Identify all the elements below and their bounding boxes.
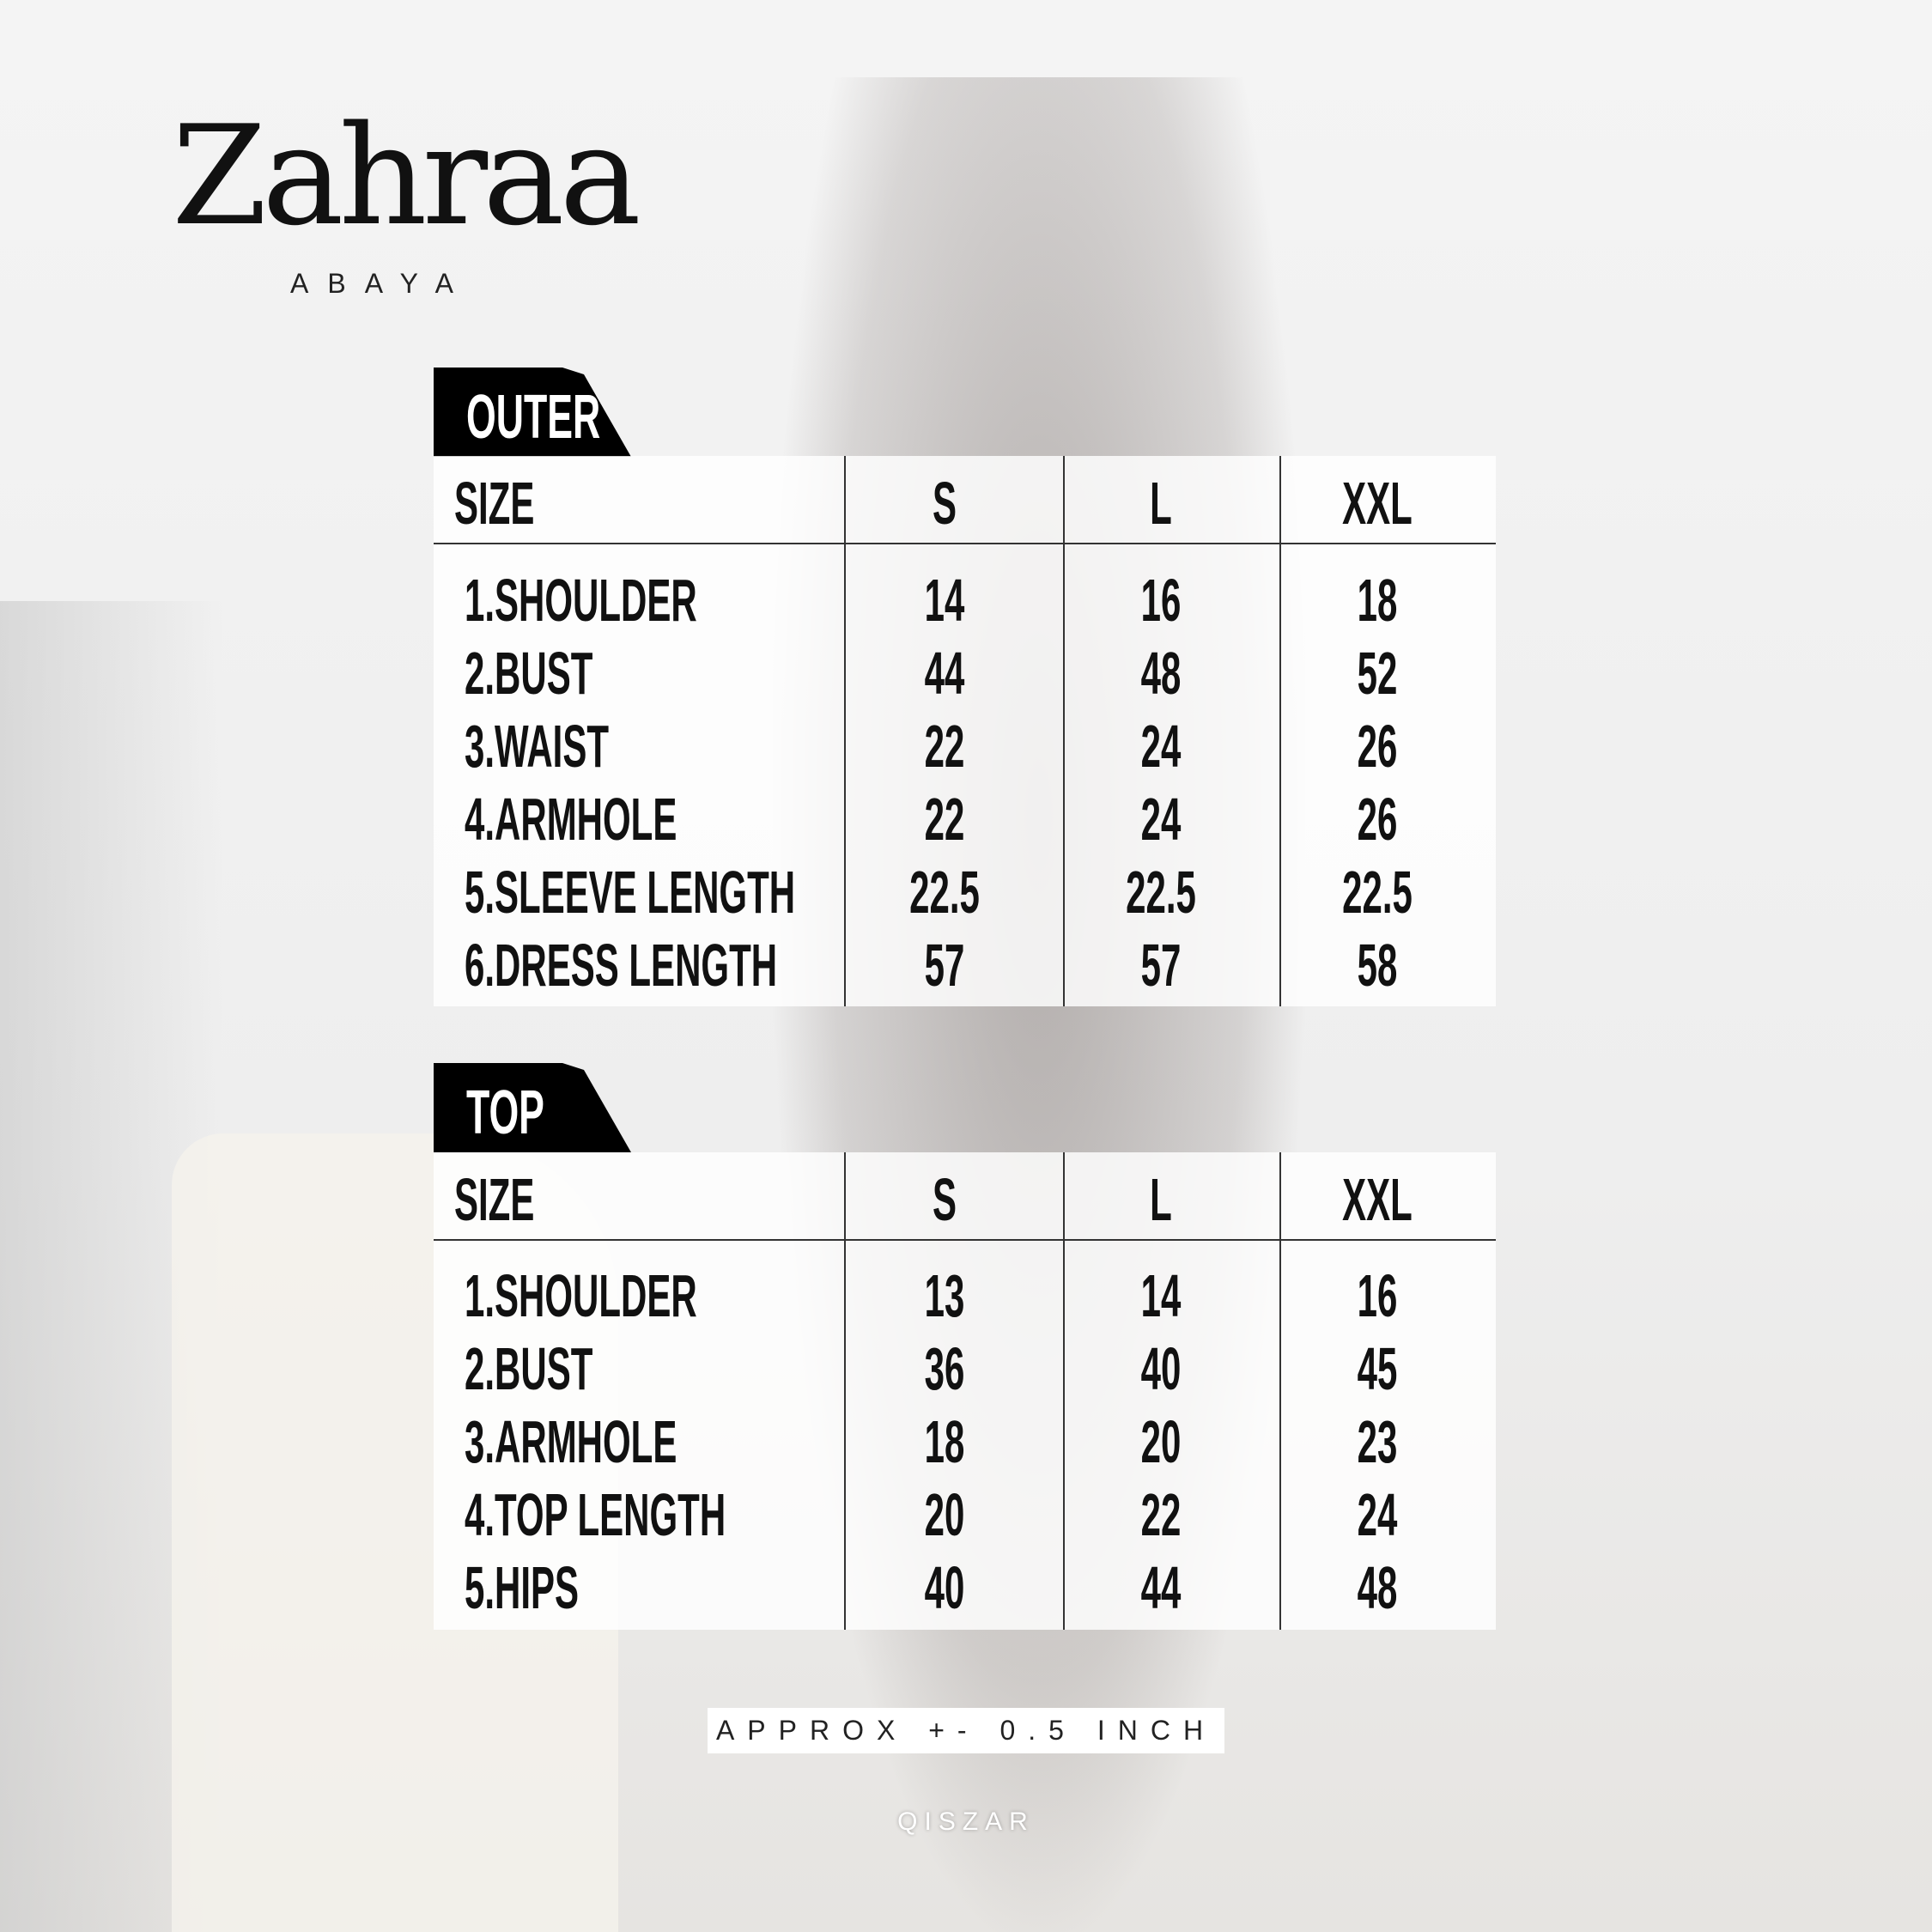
- measurement-value: 40: [924, 1554, 965, 1621]
- header-cell: XXL: [1342, 470, 1413, 537]
- measurement-label: 4.TOP LENGTH: [465, 1481, 726, 1548]
- measurement-value: 22: [924, 786, 965, 853]
- measurement-value: 36: [924, 1335, 965, 1402]
- measurement-value: 22: [1140, 1481, 1182, 1548]
- header-cell: SIZE: [454, 470, 535, 537]
- section-tab: OUTER: [434, 368, 631, 457]
- measurement-value: 26: [1357, 786, 1398, 853]
- measurement-value: 14: [924, 567, 965, 634]
- measurement-label: 5.SLEEVE LENGTH: [465, 859, 796, 926]
- header-cell: S: [932, 1166, 957, 1233]
- measurement-label: 2.BUST: [465, 640, 593, 707]
- measurement-value: 22.5: [1126, 859, 1196, 926]
- size-table: SIZE S L XXL 1.SHOULDER 14 16 18 2.BUST 44 48 52 3.W…: [434, 456, 1496, 1006]
- measurement-label: 2.BUST: [465, 1335, 593, 1402]
- measurement-value: 48: [1357, 1554, 1398, 1621]
- measurement-label: 5.HIPS: [465, 1554, 580, 1621]
- measurement-label: 1.SHOULDER: [465, 1262, 697, 1329]
- measurement-value: 57: [924, 932, 965, 999]
- column-divider: [1279, 456, 1281, 1006]
- measurement-value: 24: [1140, 713, 1182, 780]
- measurement-label: 4.ARMHOLE: [465, 786, 677, 853]
- header-divider: [434, 543, 1496, 544]
- measurement-value: 57: [1140, 932, 1182, 999]
- measurement-value: 24: [1357, 1481, 1398, 1548]
- size-table: SIZE S L XXL 1.SHOULDER 13 14 16 2.BUST 36 40 45 3.A…: [434, 1152, 1496, 1630]
- measurement-value: 22: [924, 713, 965, 780]
- measurement-label: 3.ARMHOLE: [465, 1408, 677, 1475]
- header-cell: S: [932, 470, 957, 537]
- section-title: TOP: [466, 1078, 544, 1147]
- measurement-label: 3.WAIST: [465, 713, 610, 780]
- header-divider: [434, 1239, 1496, 1241]
- section-tab: TOP: [434, 1063, 631, 1152]
- measurement-value: 20: [924, 1481, 965, 1548]
- column-divider: [844, 1152, 846, 1630]
- column-divider: [1063, 1152, 1065, 1630]
- measurement-value: 14: [1140, 1262, 1182, 1329]
- measurement-value: 13: [924, 1262, 965, 1329]
- approx-note: APPROX +- 0.5 INCH: [708, 1708, 1224, 1753]
- measurement-value: 24: [1140, 786, 1182, 853]
- measurement-value: 26: [1357, 713, 1398, 780]
- measurement-value: 23: [1357, 1408, 1398, 1475]
- column-divider: [844, 456, 846, 1006]
- measurement-value: 40: [1140, 1335, 1182, 1402]
- header-cell: L: [1150, 470, 1172, 537]
- brand-logo: Zahraa: [172, 95, 641, 256]
- measurement-value: 20: [1140, 1408, 1182, 1475]
- measurement-value: 44: [1140, 1554, 1182, 1621]
- header-cell: L: [1150, 1166, 1172, 1233]
- header-cell: SIZE: [454, 1166, 535, 1233]
- section-title: OUTER: [466, 383, 601, 452]
- column-divider: [1063, 456, 1065, 1006]
- brand-subtitle: ABAYA: [290, 268, 472, 299]
- measurement-value: 45: [1357, 1335, 1398, 1402]
- measurement-value: 18: [1357, 567, 1398, 634]
- measurement-value: 22.5: [1342, 859, 1413, 926]
- measurement-value: 44: [924, 640, 965, 707]
- measurement-value: 52: [1357, 640, 1398, 707]
- measurement-value: 18: [924, 1408, 965, 1475]
- measurement-value: 22.5: [909, 859, 980, 926]
- header-cell: XXL: [1342, 1166, 1413, 1233]
- measurement-value: 58: [1357, 932, 1398, 999]
- measurement-label: 1.SHOULDER: [465, 567, 697, 634]
- measurement-value: 16: [1140, 567, 1182, 634]
- measurement-value: 48: [1140, 640, 1182, 707]
- column-divider: [1279, 1152, 1281, 1630]
- measurement-label: 6.DRESS LENGTH: [465, 932, 778, 999]
- measurement-value: 16: [1357, 1262, 1398, 1329]
- footer-brand: QISZAR: [897, 1807, 1035, 1836]
